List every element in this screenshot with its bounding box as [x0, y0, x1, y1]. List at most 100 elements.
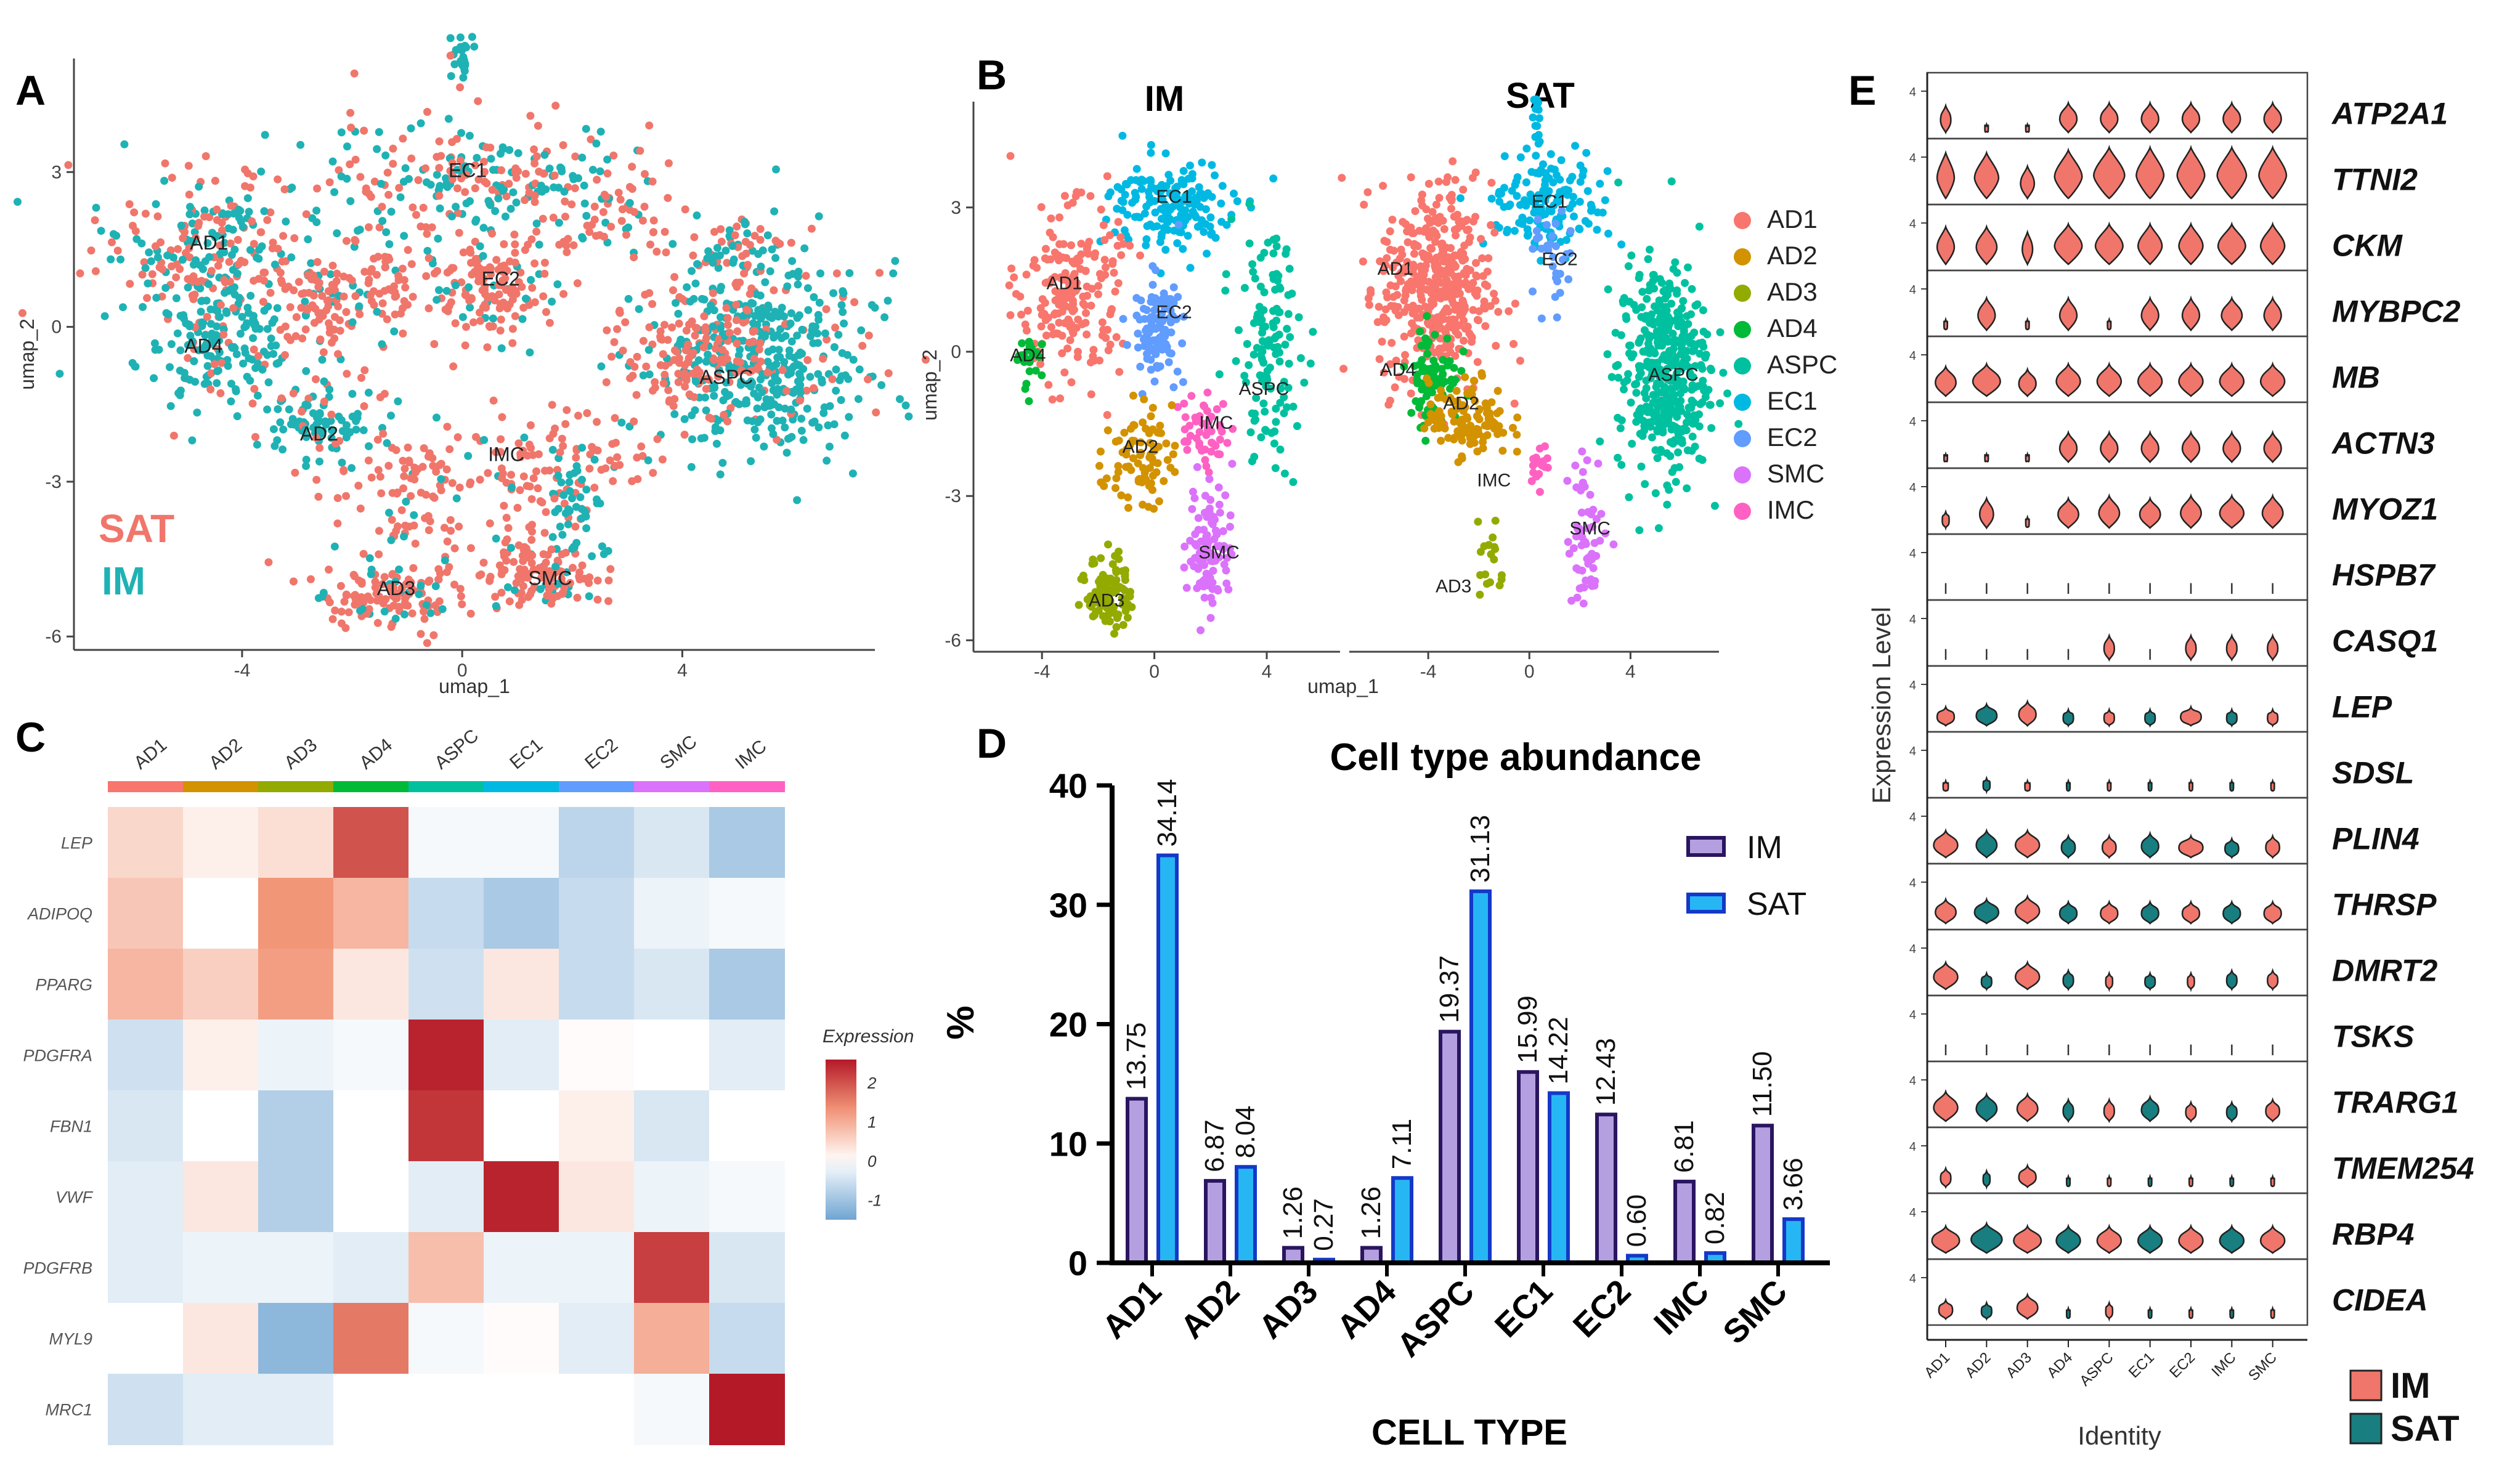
panel-b-im-point: [1210, 535, 1219, 543]
panel-a-point: [617, 418, 626, 427]
panel-a-point: [586, 450, 595, 459]
panel-b-im-point: [1225, 522, 1234, 531]
panel-b-sat-point: [1650, 284, 1659, 293]
panel-a-point: [185, 210, 194, 219]
heatmap-cell: [634, 1020, 710, 1091]
panel-a-point: [321, 417, 330, 426]
bar-chart-x-tick-label: AD4: [1330, 1273, 1404, 1346]
panel-a-point: [318, 291, 327, 300]
panel-b-legend-swatch: [1734, 357, 1751, 375]
panel-b-im-point: [1169, 283, 1178, 291]
panel-b-im-point: [1031, 367, 1040, 375]
panel-a-point: [830, 343, 839, 351]
panel-a-point: [580, 574, 588, 583]
panel-a-point: [607, 222, 616, 231]
panel-b-im-point: [1063, 344, 1072, 353]
panel-b-im-point: [1169, 450, 1177, 458]
panel-a-point: [305, 288, 314, 297]
panel-a-point: [356, 505, 365, 513]
panel-b-sat-point: [1674, 448, 1682, 456]
panel-a-point: [400, 472, 408, 480]
panel-a-point: [582, 524, 591, 532]
violin-shape: [1973, 150, 2000, 200]
panel-b-im-point: [1146, 343, 1155, 352]
panel-b-sat-point: [1522, 178, 1530, 187]
panel-b-im-point: [1160, 477, 1168, 485]
panel-a-point: [778, 416, 787, 425]
panel-a-point: [716, 286, 725, 294]
panel-b-sat-point: [1450, 251, 1458, 260]
panel-b-sat-point: [1446, 281, 1455, 290]
panel-b-im-point: [1114, 217, 1123, 226]
panel-b-im-point: [1272, 304, 1281, 313]
panel-b-im-point: [1257, 433, 1266, 442]
panel-b-im-point: [1161, 246, 1170, 254]
panel-b-im-point: [1245, 239, 1254, 248]
panel-b-im-point: [1116, 233, 1125, 241]
panel-b-im-point: [1161, 332, 1169, 341]
heatmap-cell: [258, 878, 334, 949]
panel-b-sat-point: [1571, 461, 1580, 470]
panel-b-im-point: [1188, 187, 1197, 196]
panel-b-sat-point: [1641, 314, 1649, 323]
violin-shape: [2093, 145, 2126, 200]
panel-a-point: [367, 570, 375, 578]
heatmap-row-labels: LEPADIPOQPPARGPDGFRAFBN1VWFPDGFRBMYL9MRC…: [23, 834, 93, 1419]
panel-b-sat-point: [1404, 303, 1412, 312]
panel-a-point: [740, 217, 749, 226]
panel-a-point: [662, 248, 670, 257]
panel-a-point: [630, 253, 638, 262]
panel-b-im-point: [1220, 560, 1229, 569]
panel-b-im-point: [1211, 526, 1220, 535]
heatmap-column-color: [408, 781, 484, 792]
violin-gene-label: MYOZ1: [2332, 492, 2438, 527]
panel-b-im-point: [1205, 505, 1214, 513]
panel-a-point: [693, 260, 702, 269]
heatmap-cell: [183, 1161, 259, 1233]
panel-a-y-tick-label: -3: [45, 472, 62, 492]
panel-a-point: [360, 366, 369, 375]
panel-a-point: [371, 577, 380, 586]
panel-a-point: [770, 286, 778, 294]
panel-a-point: [435, 137, 444, 145]
panel-a-point: [446, 34, 455, 43]
panel-b-sat-point: [1683, 410, 1691, 419]
panel-a-point: [785, 434, 794, 442]
panel-a-point: [290, 420, 298, 429]
panel-a-point: [772, 360, 781, 368]
panel-a-point: [396, 193, 405, 201]
panel-b-sat-point: [1635, 526, 1644, 535]
heatmap-cell: [333, 1090, 409, 1162]
panel-a-point: [399, 304, 407, 312]
panel-b-sat-point: [1432, 200, 1440, 209]
panel-a-point: [591, 232, 600, 240]
panel-a-point: [435, 286, 443, 294]
panel-b-sat-point: [1656, 379, 1664, 387]
panel-a-point: [255, 245, 264, 254]
panel-b-sat-point: [1466, 421, 1475, 430]
panel-b-im-point: [1082, 309, 1090, 317]
bar-value-label: 34.14: [1152, 779, 1182, 846]
panel-a-point: [184, 320, 192, 328]
panel-b-sat-point: [1388, 339, 1396, 347]
heatmap-cell: [559, 807, 635, 878]
panel-a-point: [246, 184, 254, 192]
panel-a-point: [622, 230, 630, 239]
panel-b-sat-point: [1662, 315, 1670, 323]
panel-a-point: [551, 562, 559, 571]
heatmap-column-color: [108, 781, 184, 792]
panel-a-point: [529, 451, 537, 460]
panel-a-point: [521, 169, 530, 178]
panel-b-sat-point: [1424, 179, 1433, 188]
panel-a-point: [573, 466, 582, 475]
panel-b-sat-point: [1442, 395, 1450, 403]
panel-a-point: [590, 484, 599, 492]
panel-a-point: [453, 184, 461, 193]
panel-a-point: [399, 134, 407, 143]
panel-b-sat-point: [1481, 570, 1490, 578]
panel-a-point: [710, 227, 718, 236]
panel-b-im-point: [1186, 161, 1194, 170]
panel-b-im-point: [1140, 395, 1148, 403]
panel-a-point: [466, 544, 475, 553]
panel-a-point: [185, 244, 193, 253]
